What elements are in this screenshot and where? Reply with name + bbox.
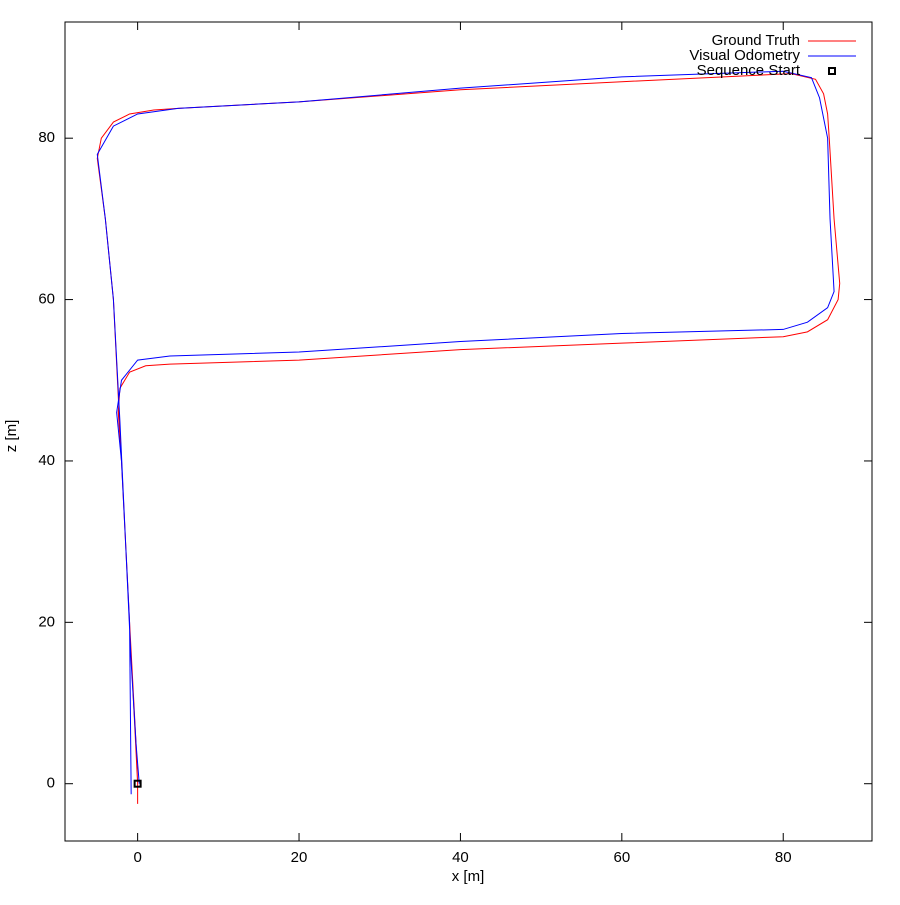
legend-label: Sequence Start [697, 62, 801, 79]
y-tick-label: 60 [38, 291, 55, 308]
x-tick-label: 80 [775, 849, 792, 866]
legend-label: Ground Truth [712, 32, 800, 49]
trajectory-line [96, 70, 835, 795]
x-tick-label: 60 [613, 849, 630, 866]
trajectory-line [96, 73, 841, 804]
legend-label: Visual Odometry [689, 47, 800, 64]
x-tick-label: 40 [452, 849, 469, 866]
start-marker [133, 779, 142, 788]
x-tick-label: 0 [133, 849, 141, 866]
y-tick-label: 80 [38, 129, 55, 146]
y-axis-label: z [m] [3, 420, 20, 453]
x-tick-label: 20 [291, 849, 308, 866]
y-tick-label: 20 [38, 613, 55, 630]
plot-frame [64, 21, 873, 842]
legend-marker [828, 67, 836, 75]
y-tick-label: 40 [38, 452, 55, 469]
y-tick-label: 0 [47, 775, 55, 792]
x-axis-label: x [m] [452, 868, 485, 885]
